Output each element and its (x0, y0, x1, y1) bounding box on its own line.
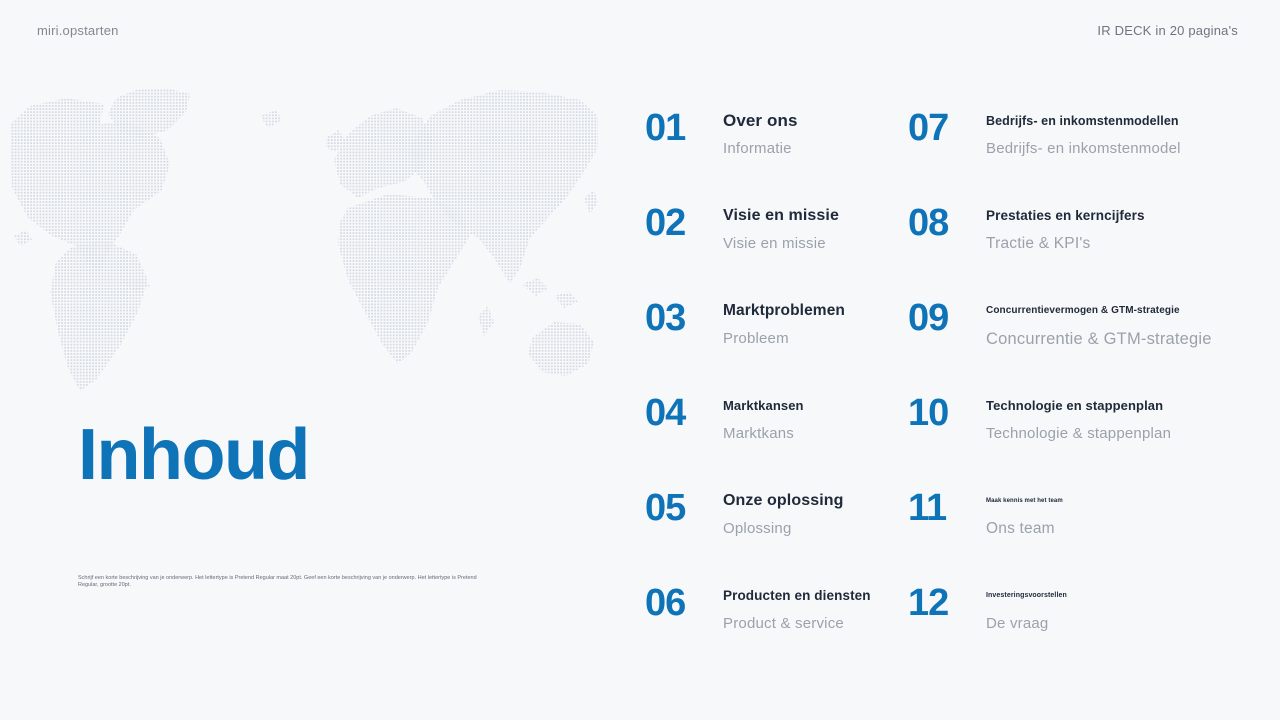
toc-item-number: 12 (908, 582, 949, 624)
toc-item-number: 01 (645, 107, 686, 149)
page-description: Schrijf een korte beschrijving van je on… (78, 575, 477, 589)
toc-column-right: 07 Bedrijfs- en inkomstenmodellen Bedrij… (908, 108, 1238, 678)
toc-item-07: 07 Bedrijfs- en inkomstenmodellen Bedrij… (908, 108, 1238, 203)
toc-item-number: 11 (908, 487, 947, 529)
toc-item-03: 03 Marktproblemen Probleem (645, 298, 895, 393)
toc-item-subtitle: Informatie (723, 140, 792, 157)
toc-item-title: Prestaties en kerncijfers (986, 208, 1145, 223)
toc-item-subtitle: Product & service (723, 615, 844, 632)
toc-item-number: 02 (645, 202, 686, 244)
toc-item-subtitle: Concurrentie & GTM-strategie (986, 330, 1212, 348)
toc-item-subtitle: Oplossing (723, 520, 792, 537)
toc-item-subtitle: De vraag (986, 615, 1049, 632)
toc-item-title: Visie en missie (723, 206, 839, 224)
toc-item-11: 11 Maak kennis met het team Ons team (908, 488, 1238, 583)
toc-item-number: 03 (645, 297, 686, 339)
toc-item-title: Maak kennis met het team (986, 497, 1063, 504)
toc-item-subtitle: Visie en missie (723, 235, 826, 252)
toc-item-title: Technologie en stappenplan (986, 398, 1164, 413)
toc-item-subtitle: Marktkans (723, 425, 794, 442)
toc-item-title: Producten en diensten (723, 588, 871, 603)
toc-item-01: 01 Over ons Informatie (645, 108, 895, 203)
page-title: Inhoud (78, 415, 310, 495)
toc-item-title: Onze oplossing (723, 491, 844, 509)
toc-item-number: 06 (645, 582, 686, 624)
toc-item-subtitle: Bedrijfs- en inkomstenmodel (986, 140, 1181, 157)
toc-item-number: 05 (645, 487, 686, 529)
toc-item-number: 10 (908, 392, 949, 434)
toc-item-08: 08 Prestaties en kerncijfers Tractie & K… (908, 203, 1238, 298)
toc-item-06: 06 Producten en diensten Product & servi… (645, 583, 895, 678)
toc-column-left: 01 Over ons Informatie 02 Visie en missi… (645, 108, 895, 678)
toc-item-title: Marktproblemen (723, 301, 845, 319)
toc-item-title: Marktkansen (723, 398, 804, 413)
toc-item-number: 08 (908, 202, 949, 244)
toc-item-subtitle: Technologie & stappenplan (986, 425, 1172, 442)
toc-item-10: 10 Technologie en stappenplan Technologi… (908, 393, 1238, 488)
toc-item-subtitle: Probleem (723, 330, 789, 347)
toc-item-number: 04 (645, 392, 686, 434)
dotted-world-map-icon (8, 86, 598, 392)
deck-page-count-label: IR DECK in 20 pagina's (1097, 23, 1238, 38)
toc-item-05: 05 Onze oplossing Oplossing (645, 488, 895, 583)
toc-item-number: 09 (908, 297, 949, 339)
toc-item-12: 12 Investeringsvoorstellen De vraag (908, 583, 1238, 678)
toc-item-title: Over ons (723, 110, 798, 130)
toc-item-04: 04 Marktkansen Marktkans (645, 393, 895, 488)
toc-item-title: Investeringsvoorstellen (986, 592, 1067, 599)
toc-item-subtitle: Tractie & KPI's (986, 235, 1091, 252)
toc-item-number: 07 (908, 107, 949, 149)
toc-item-02: 02 Visie en missie Visie en missie (645, 203, 895, 298)
toc-item-title: Concurrentievermogen & GTM-strategie (986, 305, 1180, 316)
brand-label: miri.opstarten (37, 23, 119, 38)
toc-item-subtitle: Ons team (986, 520, 1055, 537)
toc-item-title: Bedrijfs- en inkomstenmodellen (986, 113, 1179, 128)
toc-item-09: 09 Concurrentievermogen & GTM-strategie … (908, 298, 1238, 393)
